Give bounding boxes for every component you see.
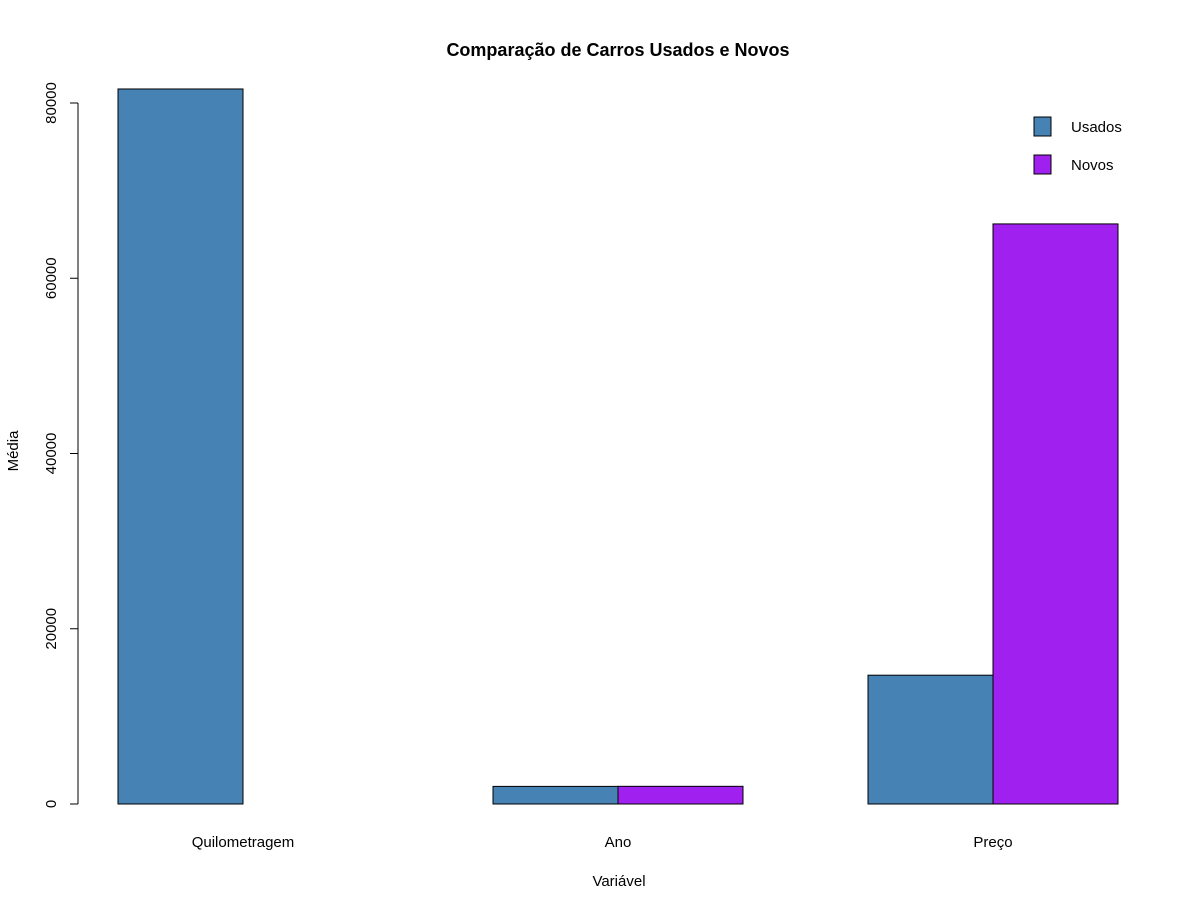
bar-usados-0 xyxy=(117,88,244,805)
chart-title: Comparação de Carros Usados e Novos xyxy=(446,40,789,60)
x-tick-label: Quilometragem xyxy=(192,834,295,851)
legend-label-novos: Novos xyxy=(1071,157,1114,174)
y-tick-label: 80000 xyxy=(43,82,60,124)
x-tick-label: Preço xyxy=(973,834,1012,851)
y-axis: 0 20000 40000 60000 80000 xyxy=(43,82,79,808)
legend-swatch-novos xyxy=(1033,154,1052,175)
y-tick-label: 20000 xyxy=(43,608,60,650)
legend: Usados Novos xyxy=(1033,116,1122,175)
legend-label-usados: Usados xyxy=(1071,119,1122,136)
bars xyxy=(117,88,1119,805)
y-tick-label: 0 xyxy=(43,800,60,808)
bar-usados-1 xyxy=(492,785,619,805)
y-tick-label: 40000 xyxy=(43,433,60,475)
bar-novos-1 xyxy=(617,785,744,805)
bar-novos-2 xyxy=(992,223,1119,805)
y-axis-label: Média xyxy=(5,430,22,472)
x-tick-label: Ano xyxy=(605,834,632,851)
bar-usados-2 xyxy=(867,674,994,805)
legend-swatch-usados xyxy=(1033,116,1052,137)
y-tick-label: 60000 xyxy=(43,257,60,299)
x-tick-labels: Quilometragem Ano Preço xyxy=(192,834,1013,851)
x-axis-label: Variável xyxy=(592,873,645,890)
